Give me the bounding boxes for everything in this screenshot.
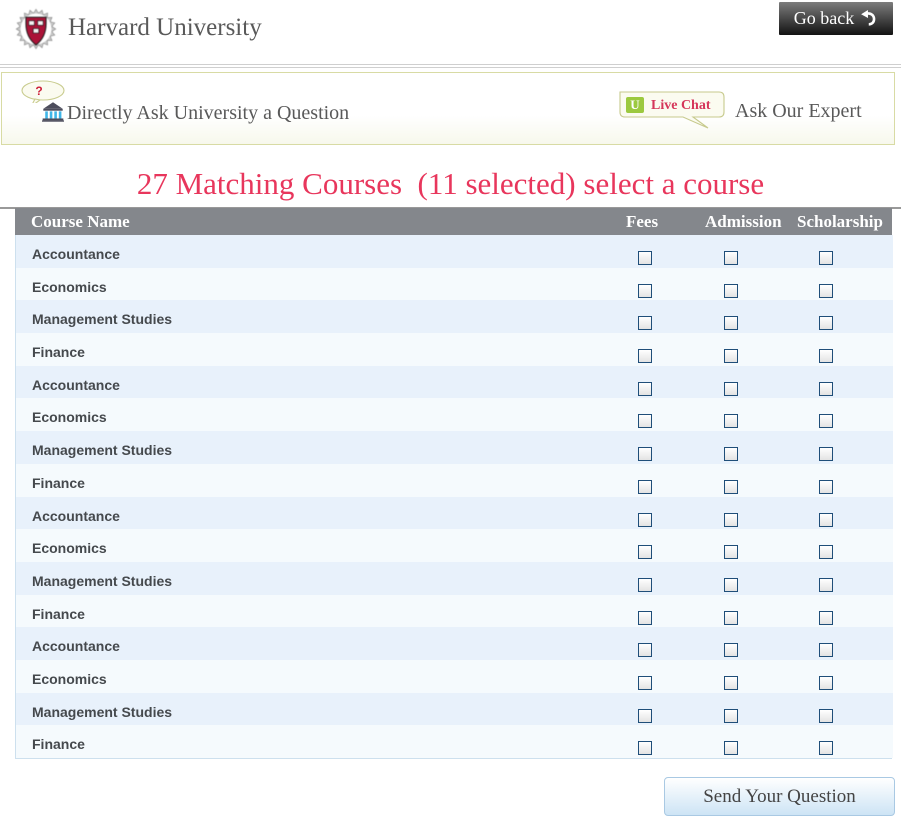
svg-text:?: ? [35, 84, 42, 98]
